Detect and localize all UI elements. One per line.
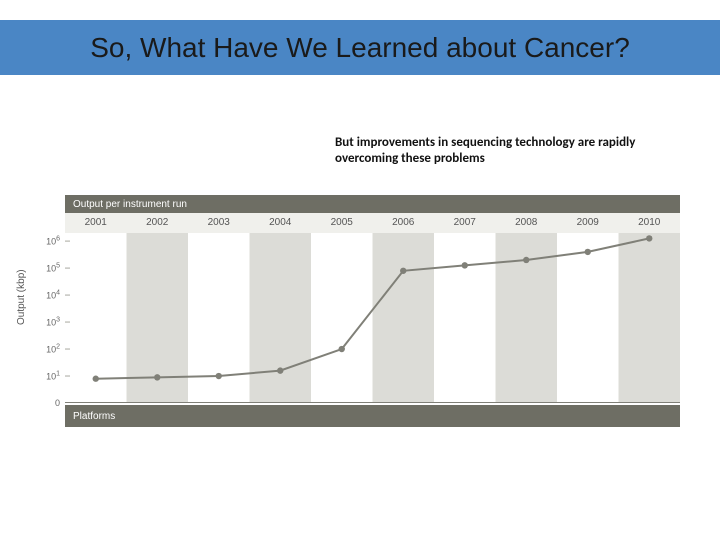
y-tick: 102	[46, 344, 60, 355]
year-label: 2002	[127, 213, 189, 233]
subtitle: But improvements in sequencing technolog…	[335, 135, 655, 168]
chart-years-row: 2001200220032004200520062007200820092010	[65, 213, 680, 233]
chart-footer-label: Platforms	[73, 411, 115, 422]
year-label: 2007	[434, 213, 496, 233]
title-bar: So, What Have We Learned about Cancer?	[0, 20, 720, 75]
year-label: 2003	[188, 213, 250, 233]
y-tick: 0	[55, 398, 60, 408]
chart-header-strip: Output per instrument run	[65, 195, 680, 213]
year-label: 2008	[496, 213, 558, 233]
year-label: 2001	[65, 213, 127, 233]
year-label: 2004	[250, 213, 312, 233]
y-tick: 106	[46, 236, 60, 247]
y-tick: 105	[46, 263, 60, 274]
y-tick: 104	[46, 290, 60, 301]
y-tick-labels: 0101102103104105106	[40, 233, 62, 403]
year-label: 2005	[311, 213, 373, 233]
chart-footer-strip: Platforms	[65, 405, 680, 427]
chart-header-label: Output per instrument run	[73, 199, 187, 210]
y-axis-label: Output (kbp)	[16, 269, 27, 325]
year-label: 2006	[373, 213, 435, 233]
year-label: 2009	[557, 213, 619, 233]
chart-output-per-run: Output (kbp) Output per instrument run 2…	[40, 195, 680, 430]
chart-svg	[65, 233, 680, 403]
y-tick: 101	[46, 371, 60, 382]
chart-plot-area	[65, 233, 680, 403]
y-tick: 103	[46, 317, 60, 328]
page-title: So, What Have We Learned about Cancer?	[90, 32, 630, 64]
year-label: 2010	[619, 213, 681, 233]
